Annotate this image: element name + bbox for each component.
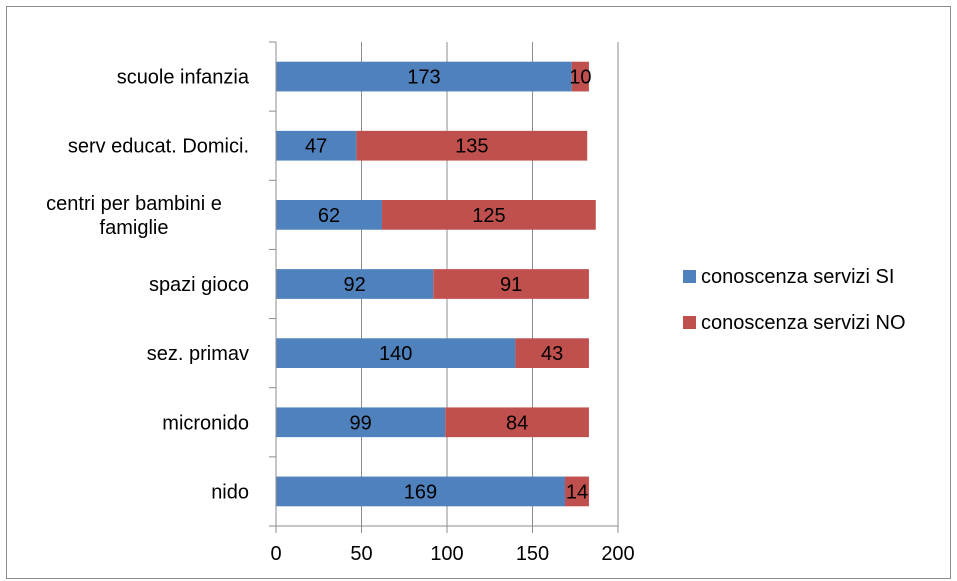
category-label-line: micronido <box>162 412 249 434</box>
bar-no <box>356 130 588 161</box>
bar-no <box>445 407 589 438</box>
data-label: 43 <box>541 343 563 365</box>
x-tick-label: 100 <box>430 543 463 565</box>
category-label: nido <box>211 481 249 503</box>
bar-labels: 173 10 47 135 62 125 92 91 140 43 99 84 169 14 <box>305 67 591 504</box>
bar-si <box>276 476 565 507</box>
category-label: serv educat. Domici. <box>68 136 249 158</box>
bar-si <box>276 338 516 369</box>
bar-si <box>276 407 446 438</box>
bars <box>276 61 596 507</box>
data-label: 62 <box>318 205 340 227</box>
x-tick-label: 200 <box>601 543 634 565</box>
bar-si <box>276 269 434 299</box>
data-label: 47 <box>305 136 327 158</box>
category-label-line: centri per bambini e <box>46 193 222 215</box>
x-tick-label: 150 <box>516 543 549 565</box>
category-labels: scuole infanzia serv educat. Domici. centr… <box>46 67 250 504</box>
data-label: 125 <box>472 205 505 227</box>
x-tick-labels: 0 50 100 150 200 <box>270 543 634 565</box>
data-label: 140 <box>379 343 412 365</box>
data-label: 92 <box>344 274 366 296</box>
bar-si <box>276 199 383 230</box>
category-label-line: scuole infanzia <box>117 67 250 89</box>
category-label-line: sez. primav <box>147 343 249 365</box>
bar-no <box>433 269 589 299</box>
category-label-line: spazi gioco <box>149 274 249 296</box>
legend-label: conoscenza servizi SI <box>701 266 894 288</box>
legend-swatch <box>683 316 696 329</box>
x-tick-label: 0 <box>270 543 281 565</box>
data-label: 10 <box>569 67 591 89</box>
legend-swatch <box>683 270 696 283</box>
category-label-line: famiglie <box>100 217 169 239</box>
category-label: scuole infanzia <box>117 67 250 89</box>
data-label: 14 <box>566 481 588 503</box>
bar-no <box>564 476 589 507</box>
x-tick-label: 50 <box>350 543 372 565</box>
bar-si <box>276 61 572 92</box>
category-label-line: serv educat. Domici. <box>68 136 249 158</box>
bar-no <box>382 199 596 230</box>
data-label: 173 <box>407 67 440 89</box>
data-label: 169 <box>404 481 437 503</box>
legend: conoscenza servizi SI conoscenza servizi … <box>683 266 906 334</box>
axes <box>269 41 619 533</box>
bar-no <box>515 338 589 369</box>
bar-si <box>276 130 357 161</box>
bar-no <box>571 61 589 92</box>
category-label: micronido <box>162 412 249 434</box>
category-label: centri per bambini e famiglie <box>46 193 222 239</box>
data-label: 99 <box>350 412 372 434</box>
category-label: spazi gioco <box>149 274 249 296</box>
data-label: 91 <box>500 274 522 296</box>
legend-label: conoscenza servizi NO <box>701 312 906 334</box>
data-label: 84 <box>506 412 528 434</box>
data-label: 135 <box>455 136 488 158</box>
category-label: sez. primav <box>147 343 249 365</box>
category-label-line: nido <box>211 481 249 503</box>
